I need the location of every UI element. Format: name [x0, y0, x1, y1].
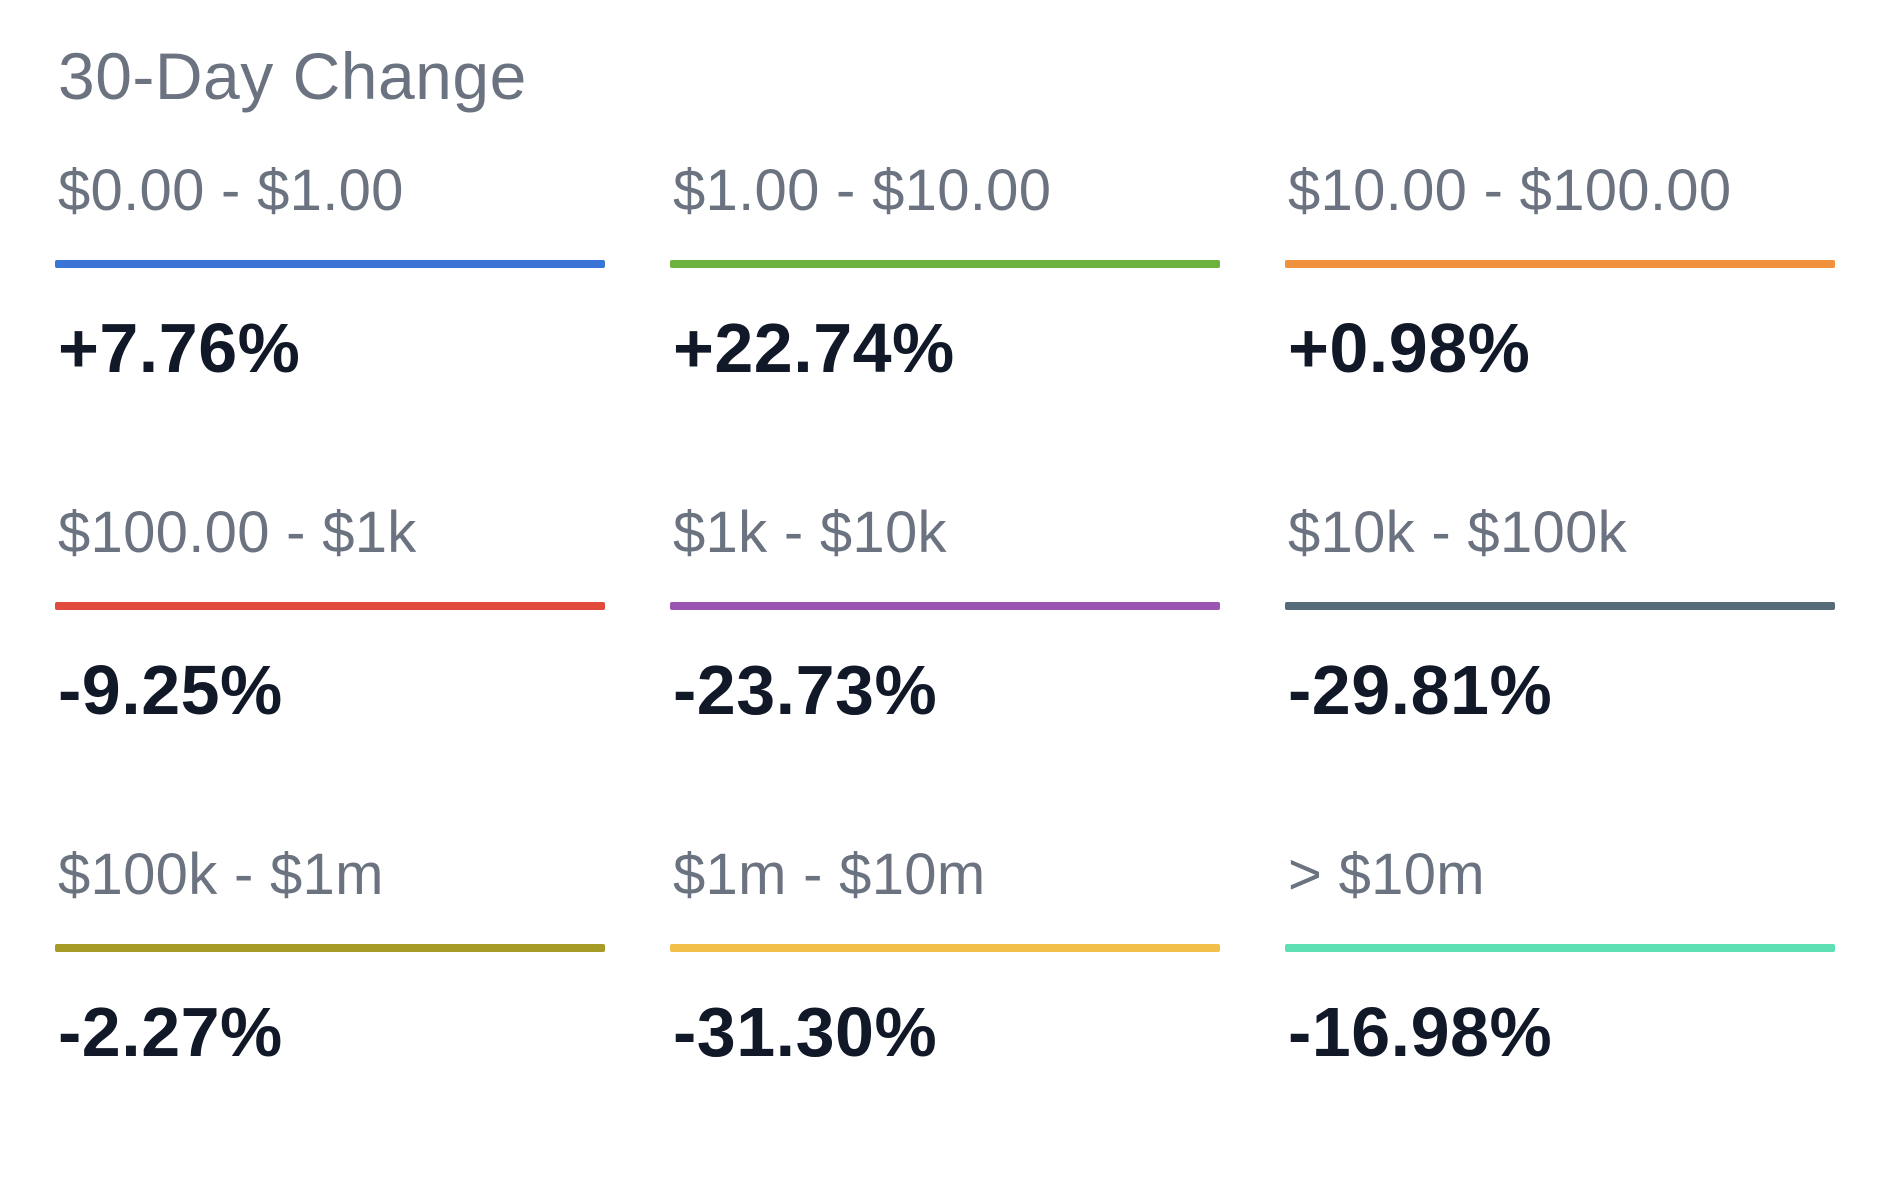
bucket-grid: $0.00 - $1.00 +7.76% $1.00 - $10.00 +22.…: [55, 155, 1835, 1181]
panel-title: 30-Day Change: [58, 39, 527, 113]
bucket-color-bar: [55, 260, 605, 268]
bucket-change-value: -2.27%: [58, 993, 283, 1071]
bucket-color-bar: [55, 602, 605, 610]
bucket-color-bar: [670, 944, 1220, 952]
bucket-color-bar: [1285, 602, 1835, 610]
bucket-change-value: -16.98%: [1288, 993, 1553, 1071]
bucket-range-label: $100.00 - $1k: [58, 500, 417, 565]
bucket-range-label: $100k - $1m: [58, 842, 384, 907]
bucket-range-label: $1k - $10k: [673, 500, 947, 565]
bucket-card: $10.00 - $100.00 +0.98%: [1285, 155, 1835, 497]
bucket-range-label: $10.00 - $100.00: [1288, 158, 1732, 223]
bucket-change-value: +7.76%: [58, 309, 301, 387]
bucket-change-value: +22.74%: [673, 309, 955, 387]
bucket-card: $10k - $100k -29.81%: [1285, 497, 1835, 839]
bucket-change-value: +0.98%: [1288, 309, 1531, 387]
bucket-color-bar: [670, 602, 1220, 610]
bucket-card: $100.00 - $1k -9.25%: [55, 497, 605, 839]
bucket-card: $0.00 - $1.00 +7.76%: [55, 155, 605, 497]
bucket-card: $1k - $10k -23.73%: [670, 497, 1220, 839]
bucket-color-bar: [670, 260, 1220, 268]
bucket-range-label: $0.00 - $1.00: [58, 158, 404, 223]
bucket-card: $1m - $10m -31.30%: [670, 839, 1220, 1181]
bucket-change-value: -29.81%: [1288, 651, 1553, 729]
thirty-day-change-panel: 30-Day Change $0.00 - $1.00 +7.76% $1.00…: [55, 39, 1835, 1071]
bucket-color-bar: [1285, 260, 1835, 268]
bucket-color-bar: [1285, 944, 1835, 952]
bucket-card: $1.00 - $10.00 +22.74%: [670, 155, 1220, 497]
bucket-change-value: -9.25%: [58, 651, 283, 729]
bucket-range-label: $10k - $100k: [1288, 500, 1627, 565]
bucket-change-value: -23.73%: [673, 651, 938, 729]
bucket-card: > $10m -16.98%: [1285, 839, 1835, 1181]
bucket-range-label: $1.00 - $10.00: [673, 158, 1052, 223]
bucket-color-bar: [55, 944, 605, 952]
bucket-card: $100k - $1m -2.27%: [55, 839, 605, 1181]
bucket-range-label: $1m - $10m: [673, 842, 986, 907]
bucket-change-value: -31.30%: [673, 993, 938, 1071]
bucket-range-label: > $10m: [1288, 842, 1485, 907]
